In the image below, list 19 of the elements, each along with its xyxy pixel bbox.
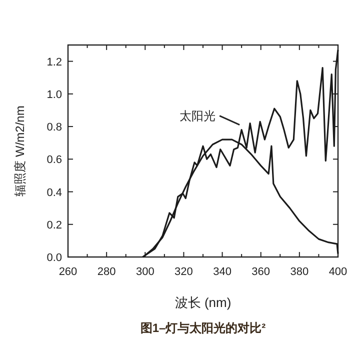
x-tick-label: 400 <box>328 266 348 278</box>
x-tick-label: 320 <box>174 266 193 278</box>
y-tick-label: 0.6 <box>46 154 62 166</box>
y-tick-label: 0.8 <box>46 122 62 134</box>
y-axis-title: 辐照度 W/m2/nm <box>13 106 27 196</box>
annotation: 太阳光 <box>180 108 216 123</box>
x-tick-label: 280 <box>97 266 116 278</box>
y-tick-label: 0.0 <box>46 252 62 264</box>
y-tick-label: 0.4 <box>46 186 62 199</box>
x-tick-label: 260 <box>58 266 78 278</box>
text: 图1–灯与太阳光的对比² <box>140 321 266 335</box>
x-axis-title: 波长 (nm) <box>174 295 232 310</box>
y-tick-label: 0.2 <box>46 219 62 232</box>
x-tick-label: 380 <box>290 266 309 278</box>
x-tick-label: 300 <box>136 266 154 278</box>
y-tick-label: 1.2 <box>46 56 62 68</box>
y-tick-label: 1.0 <box>46 88 62 101</box>
x-tick-label: 360 <box>252 266 270 278</box>
x-tick-label: 340 <box>213 266 232 278</box>
